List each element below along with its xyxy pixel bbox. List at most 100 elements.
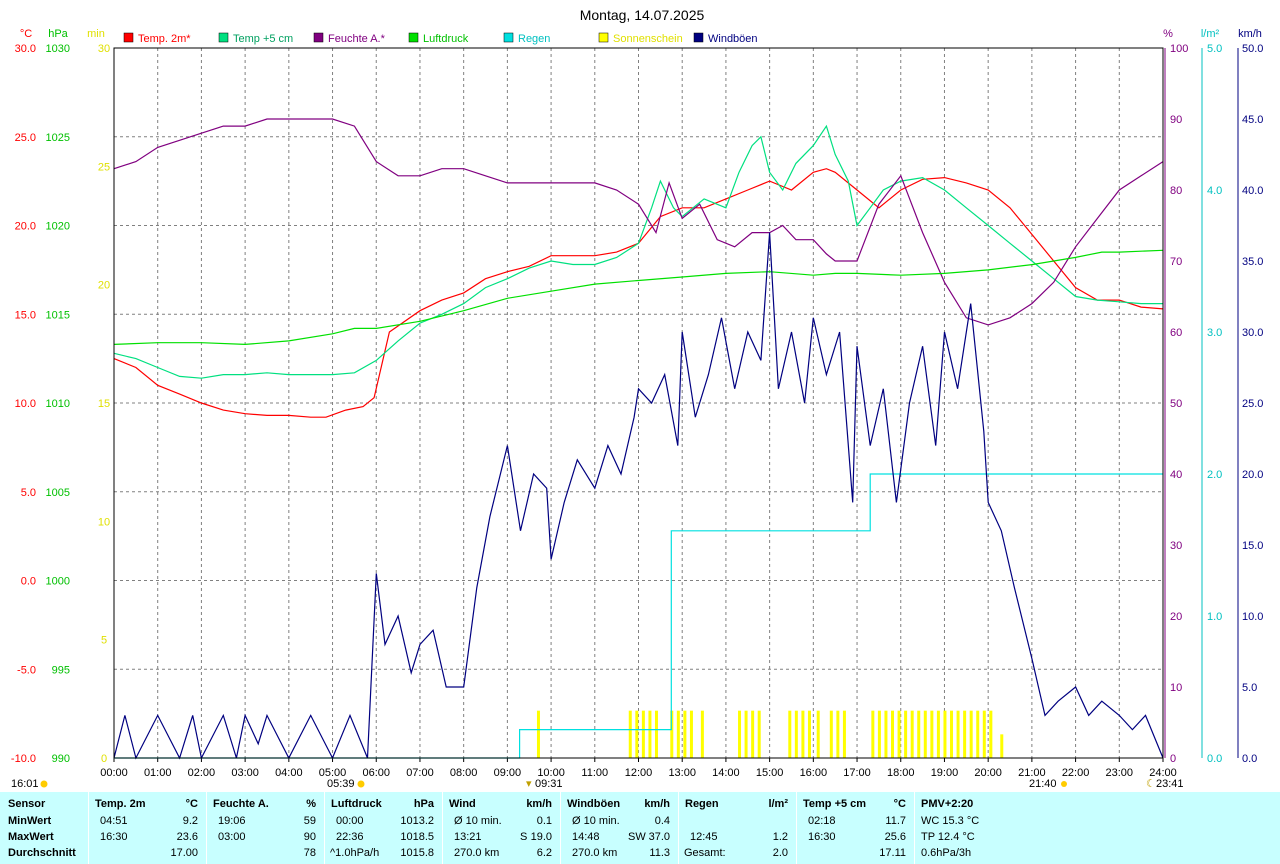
humidity-axis-unit: %	[1163, 28, 1173, 40]
sunrise-label: 05:39	[327, 778, 355, 790]
humidity-tick-label: 10	[1170, 682, 1182, 694]
rain-tick-label: 0.0	[1207, 753, 1222, 765]
wind-title: Wind	[449, 798, 476, 810]
x-tick-label: 21:00	[1018, 767, 1046, 779]
row-label-column: Sensor MinWert MaxWert Durchschnitt	[0, 792, 88, 864]
sunshine-tick-label: 10	[98, 516, 110, 528]
row-label-min: MinWert	[8, 815, 52, 827]
humidity-column: Feuchte A. % 19:06 59 03:00 90 78	[206, 792, 324, 864]
gusts-max-dir: SW	[628, 831, 646, 843]
sunshine-bar	[807, 710, 811, 758]
humidity-tick-label: 80	[1170, 185, 1182, 197]
wind-max: 19.0	[530, 831, 552, 843]
series-luftdruck-line	[113, 249, 1164, 346]
moon-icon: ☾	[1146, 778, 1156, 790]
rain-tick-label: 3.0	[1207, 327, 1222, 339]
wind-tick-label: 50.0	[1242, 43, 1263, 55]
sunshine-bar	[969, 710, 973, 758]
sunshine-bar	[891, 710, 895, 758]
x-tick-label: 01:00	[144, 767, 172, 779]
sunshine-bar	[751, 710, 755, 758]
series-feuchte-a-line	[113, 118, 1164, 326]
temp2m-avg: 17.00	[170, 847, 198, 859]
wind-tick-label: 30.0	[1242, 327, 1263, 339]
x-tick-label: 17:00	[843, 767, 871, 779]
sunshine-bar	[871, 710, 875, 758]
humidity-tick-label: 60	[1170, 327, 1182, 339]
sunshine-bar	[917, 710, 921, 758]
gusts-title: Windböen	[567, 798, 621, 810]
gusts-max: 37.0	[648, 831, 670, 843]
sunshine-bar	[923, 710, 927, 758]
humidity-max-time: 03:00	[218, 831, 246, 843]
temp2m-title: Temp. 2m	[95, 798, 146, 810]
x-tick-label: 05:00	[319, 767, 347, 779]
x-tick-label: 19:00	[931, 767, 959, 779]
rain-column: Regen l/m² 12:45 1.2 Gesamt: 2.0	[678, 792, 796, 864]
temp5cm-max-time: 16:30	[808, 831, 836, 843]
sunshine-bar	[829, 710, 833, 758]
legend-item-pressure: Luftdruck	[408, 32, 469, 45]
x-tick-label: 22:00	[1062, 767, 1090, 779]
sunshine-bar	[943, 710, 947, 758]
temp5cm-max: 25.6	[884, 831, 906, 843]
temp5cm-column: Temp +5 cm °C 02:18 11.7 16:30 25.6 17.1…	[796, 792, 914, 864]
sun-icon	[40, 780, 48, 788]
temp-tick-label: -5.0	[17, 664, 36, 676]
temp2m-max-time: 16:30	[100, 831, 128, 843]
x-tick-label: 15:00	[756, 767, 784, 779]
sunrise-icon	[357, 780, 365, 788]
temp5cm-min: 11.7	[885, 815, 906, 827]
legend-item-humidity: Feuchte A.*	[313, 32, 386, 45]
legend-label: Regen	[518, 33, 550, 45]
sunshine-bar	[635, 710, 639, 758]
sunshine-bar	[801, 710, 805, 758]
pressure-tick-label: 1005	[46, 487, 70, 499]
x-tick-label: 12:00	[625, 767, 653, 779]
x-tick-label: 09:00	[494, 767, 522, 779]
temp-tick-label: 5.0	[21, 487, 36, 499]
temp-tick-label: -10.0	[11, 753, 36, 765]
chart-title: Montag, 14.07.2025	[580, 7, 705, 23]
temp-tick-label: 10.0	[15, 398, 36, 410]
sunshine-bar	[536, 710, 540, 758]
temp-tick-label: 20.0	[15, 221, 36, 233]
legend-label: Temp. 2m*	[138, 33, 191, 45]
sunshine-bar	[936, 710, 940, 758]
humidity-tick-label: 0	[1170, 753, 1176, 765]
rain-max: 1.2	[772, 831, 788, 843]
sunshine-bar	[757, 710, 761, 758]
humidity-min-time: 19:06	[218, 815, 246, 827]
wind-min-label: Ø 10 min.	[454, 815, 502, 827]
wind-tick-label: 10.0	[1242, 611, 1263, 623]
pmv-column: PMV+2:20 WC 15.3 °C TP 12.4 °C 0.6hPa/3h	[914, 792, 1034, 864]
legend-label: Luftdruck	[423, 33, 469, 45]
wind-tick-label: 5.0	[1242, 682, 1257, 694]
series-lines	[113, 118, 1164, 760]
rain-title: Regen	[685, 798, 719, 810]
wind-min: 0.1	[536, 815, 552, 827]
rain-total-label: Gesamt:	[684, 847, 726, 859]
pressure-min-time: 00:00	[336, 815, 364, 827]
gusts-column: Windböen km/h Ø 10 min. 0.4 14:48 SW 37.…	[560, 792, 678, 864]
wind-column: Wind km/h Ø 10 min. 0.1 13:21 S 19.0 270…	[442, 792, 560, 864]
wind-tick-label: 20.0	[1242, 469, 1263, 481]
pressure-min: 1013.2	[400, 815, 434, 827]
x-tick-label: 08:00	[450, 767, 478, 779]
time-annotations: 16:01 05:39 ▾ 09:31 21:40 ☾ 23:41	[11, 778, 1184, 790]
sunshine-bar	[1000, 734, 1004, 758]
pressure-tick-label: 1010	[46, 398, 70, 410]
sunshine-tick-label: 5	[101, 635, 107, 647]
weather-chart: Montag, 14.07.2025 °C hPa min % l/m² km/…	[11, 7, 1264, 790]
axis-ticks: 00:00 01:00 02:00 03:00 04:00 05:00 06:00 07:00…	[11, 43, 1264, 779]
sunshine-axis-unit: min	[87, 28, 105, 40]
sunshine-bar	[963, 710, 967, 758]
pressure-tick-label: 1020	[46, 221, 70, 233]
temp2m-min-time: 04:51	[100, 815, 128, 827]
x-tick-label: 02:00	[188, 767, 216, 779]
temp2m-max: 23.6	[176, 831, 198, 843]
temp-tick-label: 0.0	[21, 576, 36, 588]
sun-low-label: 09:31	[535, 778, 563, 790]
humidity-min: 59	[303, 815, 316, 827]
wind-tick-label: 15.0	[1242, 540, 1263, 552]
